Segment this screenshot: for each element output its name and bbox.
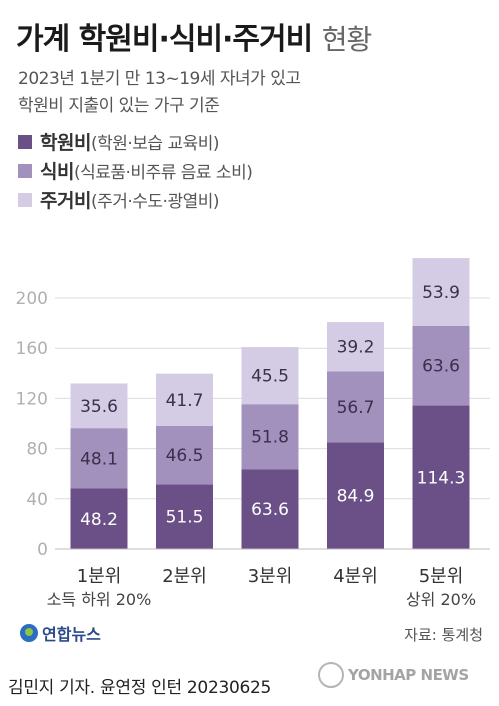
data-label-4-2: 56.7 — [337, 398, 375, 418]
y-tick-label-40: 40 — [26, 490, 48, 510]
x-tick-label-4: 4분위 — [333, 566, 378, 587]
data-label-1-3: 35.6 — [80, 397, 118, 417]
x-tick-note-5: 상위 20% — [406, 590, 476, 609]
bar-5-1 — [412, 405, 470, 549]
title-bold: 가계 학원비·식비·주거비 — [16, 22, 313, 57]
bar-3-3 — [241, 347, 299, 405]
bar-2-1 — [156, 484, 213, 549]
bar-1-2 — [70, 428, 128, 489]
subtitle-line-1: 2023년 1분기 만 13~19세 자녀가 있고 — [18, 69, 301, 89]
bar-3-1 — [241, 469, 299, 549]
data-label-5-1: 114.3 — [417, 468, 466, 488]
data-label-5-3: 53.9 — [422, 283, 460, 303]
x-tick-label-1: 1분위 — [77, 566, 122, 587]
bar-5-2 — [412, 325, 470, 406]
bar-4-1 — [327, 442, 384, 549]
yonhap-logo: 연합뉴스 — [20, 621, 101, 645]
bar-1-1 — [70, 488, 128, 549]
y-tick-label-160: 160 — [16, 339, 48, 359]
yonhap-logo-text: 연합뉴스 — [42, 625, 101, 644]
legend-item-tuition: 학원비 (학원·보습 교육비) — [18, 127, 252, 156]
bar-3-2 — [241, 404, 299, 470]
legend-swatch-housing — [18, 192, 32, 207]
bar-4-2 — [327, 371, 384, 443]
credit-line: 김민지 기자. 윤연정 인턴 20230625 — [8, 678, 272, 698]
x-tick-label-2: 2분위 — [162, 566, 207, 587]
watermark-text: YONHAP NEWS — [348, 666, 469, 684]
legend-item-housing: 주거비 (주거·수도·광열비) — [18, 185, 252, 214]
yonhap-logo-icon — [20, 624, 38, 642]
legend-swatch-tuition — [18, 134, 32, 149]
data-label-4-1: 84.9 — [337, 487, 375, 507]
data-label-2-2: 46.5 — [166, 446, 204, 466]
y-tick-label-80: 80 — [26, 440, 48, 460]
y-tick-label-200: 200 — [16, 289, 48, 309]
legend-desc-food: (식료품·비주류 음료 소비) — [73, 163, 253, 183]
bar-2-2 — [156, 426, 213, 485]
x-tick-label-5: 5분위 — [419, 566, 464, 587]
bar-2-3 — [156, 373, 213, 427]
bar-4-3 — [327, 322, 384, 372]
legend: 학원비 (학원·보습 교육비) 식비 (식료품·비주류 음료 소비) 주거비 (… — [18, 127, 253, 214]
chart-title: 가계 학원비·식비·주거비 현황 — [16, 14, 373, 58]
data-label-4-3: 39.2 — [337, 338, 375, 358]
legend-name-tuition: 학원비 — [40, 132, 91, 154]
data-label-5-2: 63.6 — [422, 357, 460, 377]
data-label-3-3: 45.5 — [251, 367, 289, 387]
data-label-2-1: 51.5 — [166, 508, 204, 528]
data-label-1-1: 48.2 — [80, 510, 118, 530]
x-tick-note-1: 소득 하위 20% — [47, 590, 152, 609]
bar-1-3 — [70, 383, 128, 429]
bar-5-3 — [412, 258, 470, 326]
data-label-1-2: 48.1 — [80, 449, 118, 469]
legend-desc-housing: (주거·수도·광열비) — [90, 192, 220, 212]
legend-name-housing: 주거비 — [40, 190, 91, 212]
subtitle-line-2: 학원비 지출이 있는 가구 기준 — [18, 96, 220, 116]
watermark-icon — [318, 662, 344, 688]
legend-name-food: 식비 — [40, 161, 74, 183]
y-tick-label-0: 0 — [37, 540, 48, 560]
source-note: 자료: 통계청 — [404, 626, 483, 644]
data-label-2-3: 41.7 — [166, 391, 204, 411]
x-tick-label-3: 3분위 — [248, 566, 293, 587]
data-label-3-2: 51.8 — [251, 428, 289, 448]
watermark: YONHAP NEWS — [318, 662, 469, 688]
title-light: 현황 — [321, 23, 373, 56]
data-label-3-1: 63.6 — [251, 500, 289, 520]
legend-item-food: 식비 (식료품·비주류 음료 소비) — [18, 156, 253, 185]
legend-desc-tuition: (학원·보습 교육비) — [90, 134, 220, 154]
chart-subtitle: 2023년 1분기 만 13~19세 자녀가 있고 학원비 지출이 있는 가구 … — [18, 66, 488, 120]
legend-swatch-food — [18, 163, 32, 178]
y-tick-label-120: 120 — [16, 389, 48, 409]
